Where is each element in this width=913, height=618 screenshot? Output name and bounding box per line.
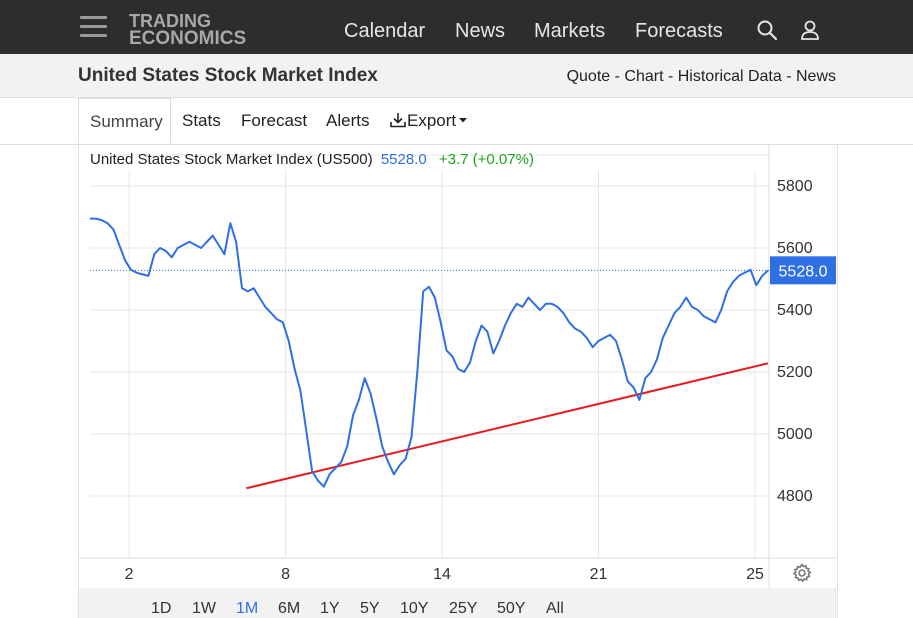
nav-link-calendar[interactable]: Calendar <box>344 20 426 42</box>
quick-link-chart[interactable]: Chart <box>624 68 664 85</box>
separator: - <box>781 68 796 85</box>
y-tick-label: 5600 <box>777 240 813 257</box>
caret-down-icon <box>459 118 468 123</box>
tab-export[interactable]: Export <box>389 98 468 144</box>
price-chart[interactable]: 4800 5000 5200 5400 5600 5800 2 8 14 21 25 5528.0… <box>79 145 837 588</box>
page-title: United States Stock Market Index <box>78 65 378 86</box>
tab-forecast[interactable]: Forecast <box>241 111 308 130</box>
nav-link-news[interactable]: News <box>455 20 506 42</box>
price-series-line <box>90 217 769 488</box>
page-subheader: United States Stock Market Index Quote -… <box>0 54 913 98</box>
range-button-1y[interactable]: 1Y <box>320 600 340 617</box>
site-logo[interactable]: TRADING ECONOMICS <box>129 11 247 49</box>
logo-line-2: ECONOMICS <box>129 28 247 49</box>
quick-link-news[interactable]: News <box>795 68 836 85</box>
range-button-50y[interactable]: 50Y <box>497 600 526 617</box>
y-tick-label: 4800 <box>777 488 813 505</box>
x-tick-label: 2 <box>125 566 134 583</box>
range-button-1m[interactable]: 1M <box>236 600 259 617</box>
tab-stats[interactable]: Stats <box>182 111 221 130</box>
current-price-badge-label: 5528.0 <box>779 263 828 280</box>
range-button-1w[interactable]: 1W <box>192 600 216 617</box>
quick-link-quote[interactable]: Quote <box>566 68 611 85</box>
range-button-all[interactable]: All <box>546 600 564 617</box>
x-tick-label: 21 <box>590 566 608 583</box>
hamburger-menu-icon[interactable] <box>80 16 107 38</box>
range-button-1d[interactable]: 1D <box>151 600 172 617</box>
quick-links: Quote - Chart - Historical Data - News <box>567 68 836 86</box>
quick-link-historical-data[interactable]: Historical Data <box>677 68 782 85</box>
top-navbar: TRADING ECONOMICS Calendar News Markets … <box>0 0 913 54</box>
chart-settings-gear-icon[interactable] <box>792 563 812 583</box>
x-tick-label: 14 <box>433 566 451 583</box>
current-price-badge <box>770 256 836 285</box>
search-icon[interactable] <box>756 19 778 41</box>
chart-series-name: United States Stock Market Index (US500) <box>90 151 373 168</box>
range-button-25y[interactable]: 25Y <box>449 600 478 617</box>
range-button-5y[interactable]: 5Y <box>360 600 380 617</box>
x-tick-label: 8 <box>281 566 290 583</box>
logo-line-1: TRADING <box>129 11 211 31</box>
chart-panel: 4800 5000 5200 5400 5600 5800 2 8 14 21 25 5528.0… <box>78 145 838 618</box>
svg-text:United States Stock Market Ind: United States Stock Market Index (US500)… <box>90 151 534 168</box>
nav-link-markets[interactable]: Markets <box>534 20 606 42</box>
tabs-bar: Summary Stats Forecast Alerts Export <box>0 98 913 145</box>
nav-link-forecasts[interactable]: Forecasts <box>635 20 723 42</box>
user-icon[interactable] <box>799 19 821 41</box>
trend-line[interactable] <box>246 362 769 490</box>
tab-summary[interactable]: Summary <box>78 98 171 144</box>
tab-export-label: Export <box>407 111 457 130</box>
range-button-10y[interactable]: 10Y <box>400 600 429 617</box>
separator: - <box>610 68 625 85</box>
chart-current-price: 5528.0 <box>381 151 427 168</box>
y-tick-label: 5800 <box>777 178 813 195</box>
tab-alerts[interactable]: Alerts <box>326 111 370 130</box>
download-icon <box>390 113 406 128</box>
range-button-6m[interactable]: 6M <box>278 600 301 617</box>
separator: - <box>663 68 678 85</box>
chart-price-change: +3.7 (+0.07%) <box>439 151 534 168</box>
y-tick-label: 5400 <box>777 302 813 319</box>
time-range-bar: 1D 1W 1M 6M 1Y 5Y 10Y 25Y 50Y All <box>78 588 836 618</box>
x-tick-label: 25 <box>746 566 764 583</box>
y-tick-label: 5000 <box>777 426 813 443</box>
y-tick-label: 5200 <box>777 364 813 381</box>
